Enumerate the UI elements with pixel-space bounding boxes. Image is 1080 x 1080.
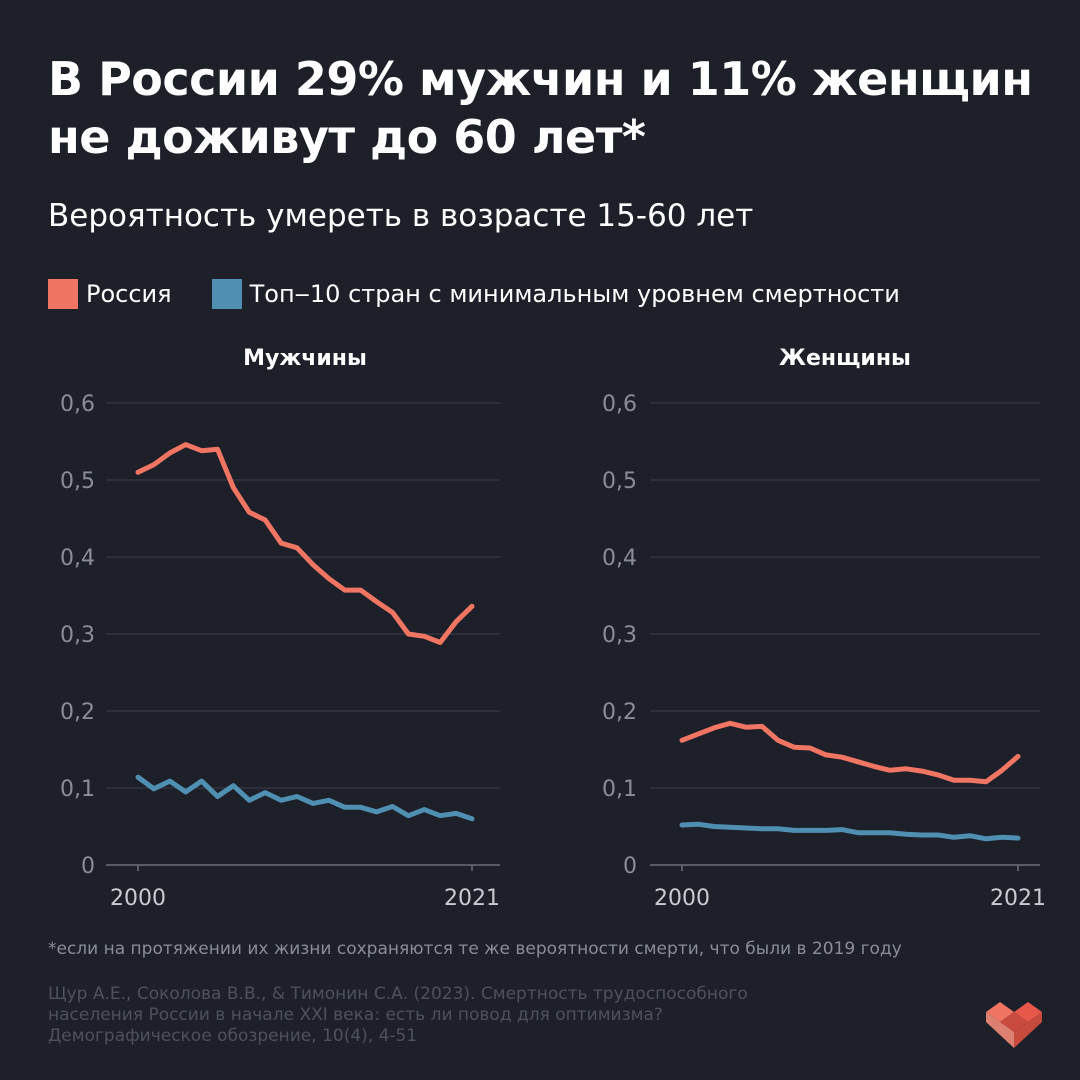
panel-2-series-top10: [679, 821, 1021, 842]
panel-2-title: Женщины: [779, 346, 911, 371]
panel-1-y-tick-label: 0,1: [60, 777, 95, 802]
legend: Россия Топ‒10 стран с минимальным уровне…: [48, 278, 940, 310]
panel-2-y-tick-label: 0,4: [602, 546, 637, 571]
panel-1-y-tick-label: 0,5: [60, 469, 95, 494]
panel-2-series-russia: [679, 720, 1021, 785]
chart-subtitle: Вероятность умереть в возрасте 15-60 лет: [48, 198, 754, 234]
legend-swatch-top10: [211, 279, 242, 309]
panel-2-y-tick-label: 0: [623, 854, 637, 879]
panel-1-x-tick-label: 2021: [444, 886, 500, 911]
panel-1-x-tick-label: 2000: [110, 886, 166, 911]
legend-item-russia: Россия: [48, 278, 172, 310]
panel-1-y-tick-label: 0,4: [60, 546, 95, 571]
chart-title-line-2: не доживут до 60 лет*: [48, 110, 646, 164]
legend-label-top10: Топ‒10 стран с минимальным уровнем смерт…: [249, 280, 900, 308]
chart-title-line-1: В России 29% мужчин и 11% женщин: [48, 52, 1033, 106]
heart-icon: [986, 1002, 1042, 1048]
panel-2-y-tick-label: 0,1: [602, 777, 637, 802]
source-citation: Щур А.Е., Соколова В.В., & Тимонин С.А. …: [48, 984, 748, 1046]
panel-2-x-tick-label: 2000: [654, 886, 710, 911]
legend-item-top10: Топ‒10 стран с минимальным уровнем смерт…: [211, 278, 900, 310]
charts-area: Мужчины 0 0,1 0,2 0,3 0,4 0,5 0,6 2000 2021 Женщин…: [60, 346, 1046, 911]
panel-1-series-russia: [135, 442, 475, 645]
footnote: *если на протяжении их жизни сохраняются…: [48, 939, 902, 959]
panel-1-y-tick-label: 0: [81, 854, 95, 879]
legend-swatch-russia: [48, 279, 78, 309]
panel-2-y-tick-label: 0,5: [602, 469, 637, 494]
chart-title: В России 29% мужчин и 11% женщин не дожи…: [48, 50, 1038, 166]
panel-1-series-top10: [135, 774, 475, 822]
legend-label-russia: Россия: [86, 280, 172, 308]
panel-1-y-tick-label: 0,2: [60, 700, 95, 725]
panel-2-y-tick-label: 0,2: [602, 700, 637, 725]
panel-1-title: Мужчины: [243, 346, 367, 371]
panel-2-y-tick-label: 0,3: [602, 623, 637, 648]
panel-2-y-tick-label: 0,6: [602, 392, 637, 417]
panel-1-y-tick-label: 0,6: [60, 392, 95, 417]
panel-2-x-tick-label: 2021: [990, 886, 1046, 911]
panel-1-y-tick-label: 0,3: [60, 623, 95, 648]
